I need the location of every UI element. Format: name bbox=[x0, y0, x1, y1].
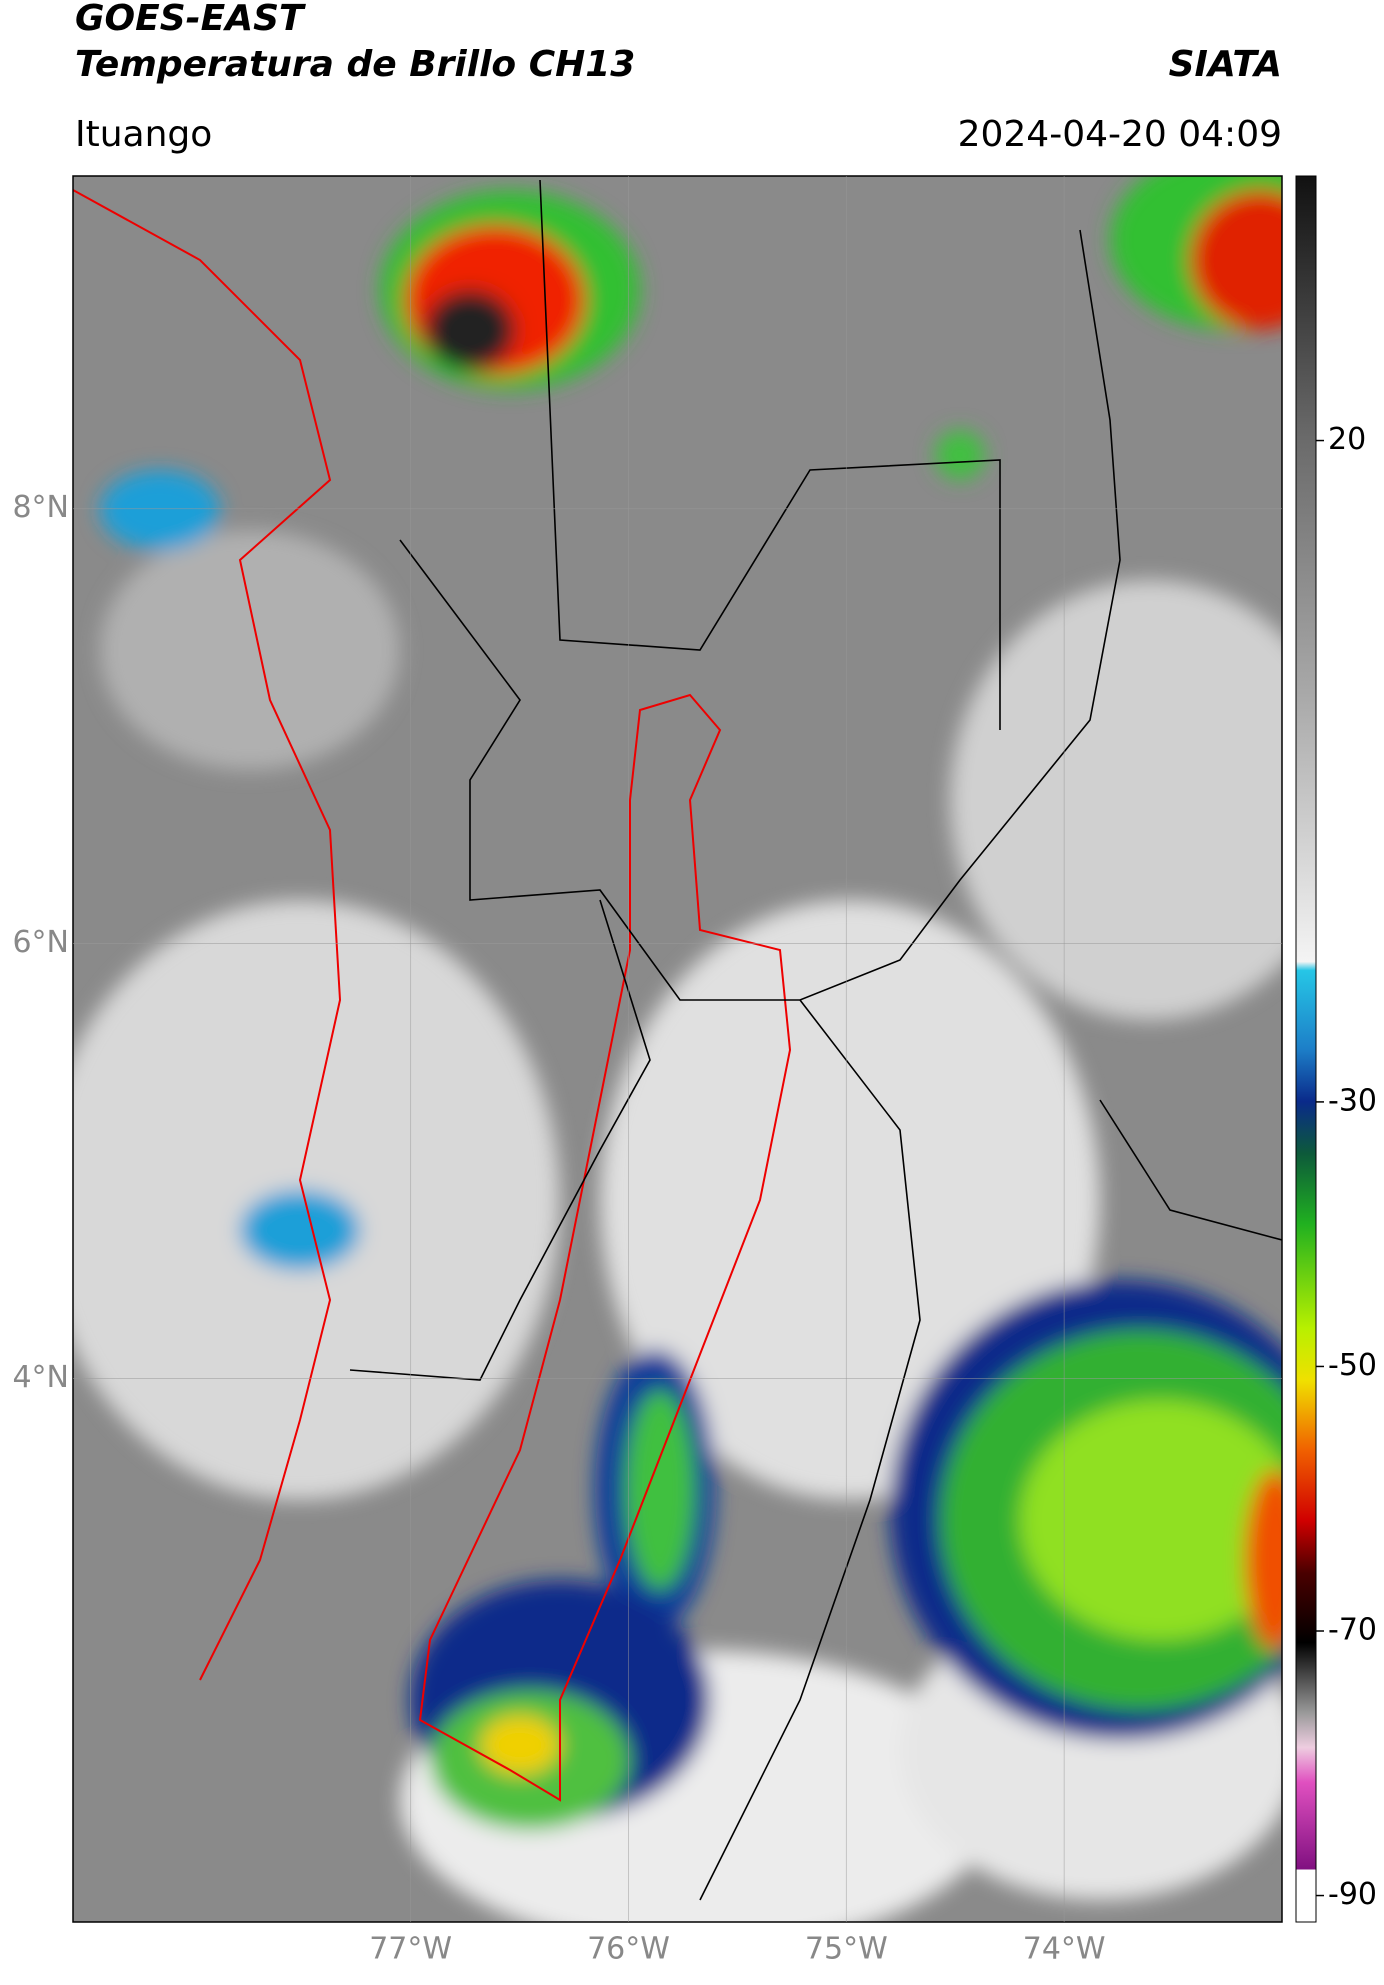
axes: 77°W 76°W 75°W 74°W 8°N 6°N 4°N 20 -30 -50 -70 -90 bbox=[12, 176, 1377, 1967]
subtitle: Temperatura de Brillo CH13 bbox=[75, 44, 635, 85]
colorbar-tick-label: -30 bbox=[1328, 1083, 1377, 1118]
coastline bbox=[73, 189, 342, 1681]
y-tick-label: 4°N bbox=[12, 1360, 69, 1395]
clouds bbox=[73, 176, 1282, 1922]
imagery bbox=[73, 176, 1282, 1922]
map-frame bbox=[72, 175, 1283, 1923]
x-tick-label: 76°W bbox=[587, 1932, 670, 1967]
x-tick-label: 75°W bbox=[805, 1932, 888, 1967]
colorbar-tick-label: -70 bbox=[1328, 1613, 1377, 1648]
region: Ituango bbox=[75, 114, 212, 155]
source: SIATA bbox=[1169, 44, 1282, 85]
colorbar bbox=[1295, 175, 1317, 1923]
colorbar-tick-label: 20 bbox=[1328, 422, 1366, 457]
colorbar-tick-label: -50 bbox=[1328, 1348, 1377, 1383]
y-tick-label: 8°N bbox=[12, 490, 69, 525]
title: GOES-EAST bbox=[75, 0, 306, 39]
x-tick-label: 74°W bbox=[1023, 1932, 1106, 1967]
region-outline bbox=[418, 693, 792, 1802]
colorbar-tick-label: -90 bbox=[1328, 1877, 1377, 1912]
datetime: 2024-04-20 04:09 bbox=[958, 114, 1282, 155]
y-tick-label: 6°N bbox=[12, 925, 69, 960]
x-tick-label: 77°W bbox=[369, 1932, 452, 1967]
borders bbox=[349, 179, 1282, 1901]
